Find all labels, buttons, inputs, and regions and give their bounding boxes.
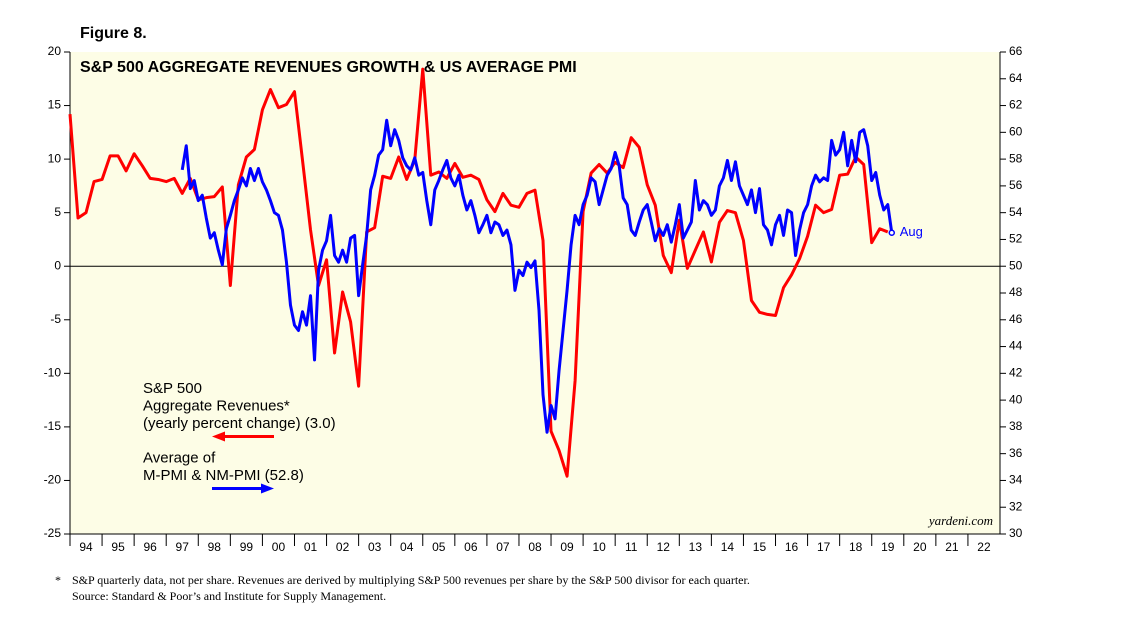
x-tick-label: 09	[560, 540, 574, 554]
footnote: S&P quarterly data, not per share. Reven…	[72, 573, 750, 587]
y2-tick-label: 60	[1009, 125, 1023, 139]
x-tick-label: 02	[336, 540, 350, 554]
y2-tick-label: 50	[1009, 258, 1023, 272]
y2-tick-label: 34	[1009, 473, 1023, 487]
x-tick-label: 07	[496, 540, 510, 554]
y2-tick-label: 62	[1009, 98, 1023, 112]
y-tick-label: 5	[54, 205, 61, 219]
x-tick-label: 10	[592, 540, 606, 554]
x-tick-label: 19	[881, 540, 895, 554]
x-tick-label: 16	[785, 540, 799, 554]
y2-tick-label: 54	[1009, 205, 1023, 219]
x-tick-label: 94	[79, 540, 93, 554]
x-tick-label: 06	[464, 540, 478, 554]
x-tick-label: 20	[913, 540, 927, 554]
x-tick-label: 05	[432, 540, 446, 554]
x-tick-label: 95	[111, 540, 125, 554]
x-tick-label: 99	[240, 540, 254, 554]
y2-tick-label: 46	[1009, 312, 1023, 326]
y2-tick-label: 36	[1009, 446, 1023, 460]
x-tick-label: 98	[208, 540, 222, 554]
x-tick-label: 14	[721, 540, 735, 554]
end-marker	[888, 229, 896, 236]
y2-tick-label: 38	[1009, 419, 1023, 433]
x-tick-label: 13	[689, 540, 703, 554]
y-tick-label: 20	[48, 44, 62, 58]
y-tick-label: 10	[48, 151, 62, 165]
x-tick-label: 01	[304, 540, 318, 554]
y-tick-label: -15	[44, 419, 62, 433]
y2-tick-label: 40	[1009, 392, 1023, 406]
legend-arrowhead	[212, 431, 225, 442]
chart-title: S&P 500 AGGREGATE REVENUES GROWTH & US A…	[80, 59, 577, 76]
x-tick-label: 08	[528, 540, 542, 554]
y2-tick-label: 30	[1009, 526, 1023, 540]
end-label: Aug	[900, 224, 923, 239]
y-tick-label: 15	[48, 98, 62, 112]
y2-tick-label: 48	[1009, 285, 1023, 299]
y2-tick-label: 32	[1009, 499, 1023, 513]
x-tick-label: 17	[817, 540, 831, 554]
y-tick-label: -10	[44, 366, 62, 380]
figure-label: Figure 8.	[80, 25, 147, 42]
legend-arrowhead	[261, 483, 274, 494]
x-tick-label: 12	[657, 540, 671, 554]
legend-label: (yearly percent change) (3.0)	[143, 415, 336, 432]
legend-label: M-PMI & NM-PMI (52.8)	[143, 467, 304, 484]
y-tick-label: -25	[44, 526, 62, 540]
x-tick-label: 97	[176, 540, 190, 554]
series-line	[68, 67, 889, 478]
x-tick-label: 21	[945, 540, 959, 554]
y-tick-label: -20	[44, 473, 62, 487]
x-tick-label: 22	[977, 540, 991, 554]
y2-tick-label: 44	[1009, 339, 1023, 353]
x-tick-label: 11	[625, 540, 638, 554]
x-tick-label: 96	[143, 540, 157, 554]
y2-tick-label: 56	[1009, 178, 1023, 192]
legend-label: Aggregate Revenues*	[143, 397, 290, 414]
y2-tick-label: 52	[1009, 232, 1023, 246]
x-tick-label: 18	[849, 540, 863, 554]
y2-tick-label: 58	[1009, 151, 1023, 165]
watermark: yardeni.com	[927, 513, 993, 528]
footnote-marker: *	[55, 573, 61, 587]
source: Source: Standard & Poor’s and Institute …	[72, 589, 386, 603]
x-tick-label: 00	[272, 540, 286, 554]
x-tick-label: 03	[368, 540, 382, 554]
series-line	[180, 118, 894, 434]
y2-tick-label: 42	[1009, 366, 1023, 380]
y-tick-label: 0	[54, 258, 61, 272]
y-tick-label: -5	[50, 312, 61, 326]
x-tick-label: 15	[753, 540, 767, 554]
y2-tick-label: 66	[1009, 44, 1023, 58]
legend-label: Average of	[143, 449, 216, 466]
legend-label: S&P 500	[143, 380, 202, 397]
y2-tick-label: 64	[1009, 71, 1023, 85]
x-tick-label: 04	[400, 540, 414, 554]
